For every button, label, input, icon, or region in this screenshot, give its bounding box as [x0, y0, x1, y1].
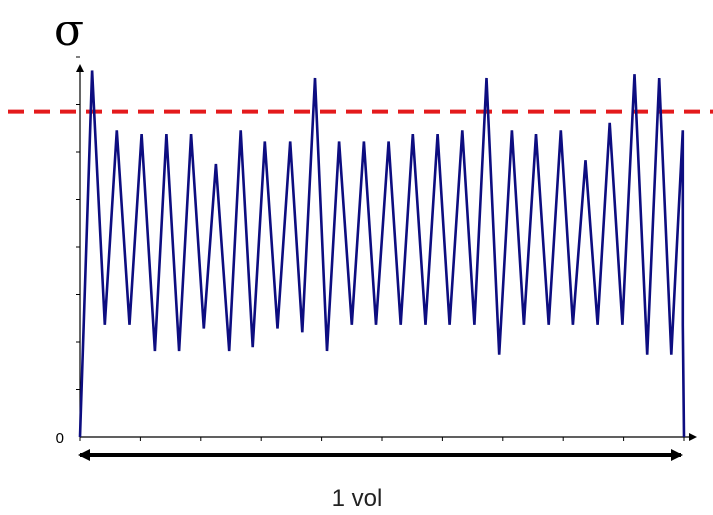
span-label: 1 vol: [332, 485, 383, 512]
y-tick-label-zero: 0: [56, 430, 64, 447]
x-tick-marks: [79, 437, 685, 441]
series-line: [78, 70, 686, 438]
y-tick-marks: [76, 56, 80, 390]
y-axis-symbol: σ: [54, 5, 84, 56]
